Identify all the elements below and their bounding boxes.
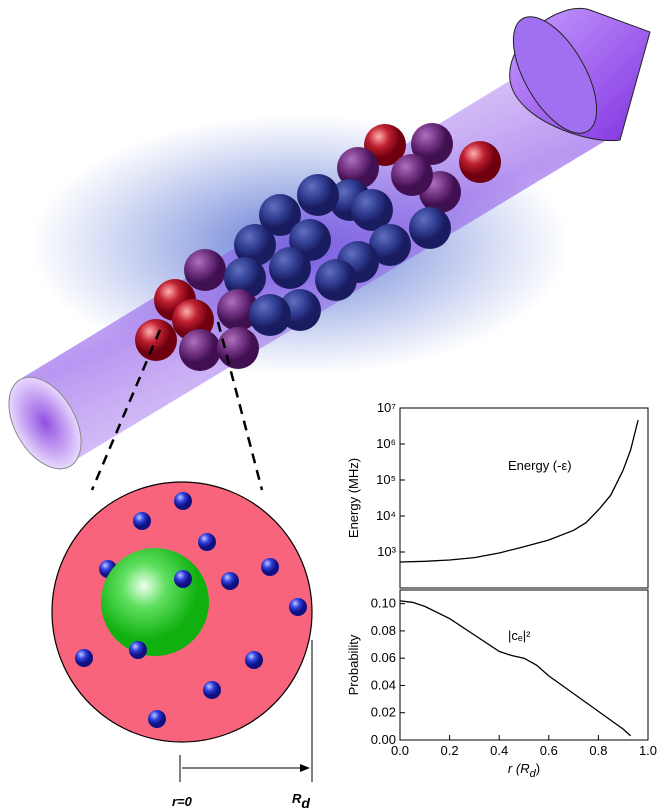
x-tick-label: 0.0 <box>391 743 409 758</box>
y-tick-label: 10⁵ <box>376 472 396 487</box>
rydberg-atom <box>101 548 209 656</box>
x-tick-label: 1.0 <box>639 743 657 758</box>
ground-atom <box>174 570 192 588</box>
y-tick-label: 10³ <box>377 544 396 559</box>
x-label-tail: ) <box>536 761 540 776</box>
y-tick-label: 10⁷ <box>377 400 396 415</box>
origin-label: r=0 <box>172 794 193 809</box>
figure: r=0 Rd 10³ 10⁴ 10⁵ 10⁶ 10⁷ Energy (MHz) Energy… <box>0 0 660 812</box>
y-axis-label: Probability <box>346 634 361 695</box>
annotation: Energy (-ε) <box>508 458 572 473</box>
ground-atom <box>129 641 147 659</box>
page: r=0 Rd 10³ 10⁴ 10⁵ 10⁶ 10⁷ Energy (MHz) Energy… <box>0 0 660 812</box>
y-tick-label: 0.10 <box>371 596 396 611</box>
radius-subscript: d <box>301 795 310 811</box>
y-tick-label: 0.06 <box>371 650 396 665</box>
y-tick-label: 10⁴ <box>376 508 396 523</box>
data-line <box>400 420 638 562</box>
y-tick-label: 0.02 <box>371 705 396 720</box>
x-tick-label: 0.2 <box>441 743 459 758</box>
data-line <box>400 601 631 736</box>
y-axis-label: Energy (MHz) <box>346 458 361 538</box>
y-tick-label: 10⁶ <box>376 436 396 451</box>
illustration: r=0 Rd <box>0 4 650 811</box>
x-axis-label: r (Rd) <box>508 761 540 780</box>
y-tick-label: 0.08 <box>371 623 396 638</box>
radius-label: Rd <box>292 791 310 811</box>
x-label-main: r (R <box>508 761 530 776</box>
x-tick-label: 0.6 <box>540 743 558 758</box>
y-tick-label: 0.04 <box>371 677 396 692</box>
x-tick-label: 0.8 <box>589 743 607 758</box>
annotation: |cₑ|² <box>508 628 531 643</box>
x-tick-label: 0.4 <box>490 743 508 758</box>
